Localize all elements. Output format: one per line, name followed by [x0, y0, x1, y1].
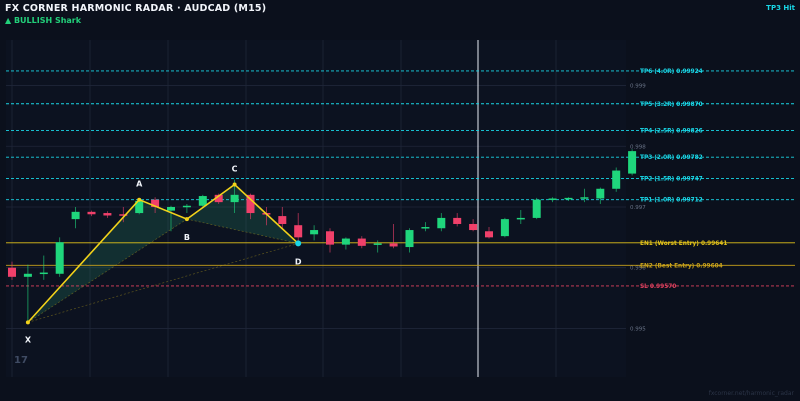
chart-header: FX CORNER HARMONIC RADAR · AUDCAD (M15) … [0, 0, 800, 30]
bar-counter-label: 17 [14, 355, 28, 366]
candle-body [628, 151, 637, 174]
y-tick-label: 0.999 [630, 84, 646, 90]
pattern-point-c [232, 182, 237, 187]
y-tick-label: 0.996 [630, 266, 646, 272]
candle-body [357, 238, 366, 246]
candle-body [405, 230, 414, 248]
candle-body [8, 267, 16, 277]
plot-area [6, 40, 626, 377]
level-label: EN1 (Worst Entry) 0.99641 [640, 241, 727, 247]
candle-body [532, 199, 541, 218]
candle-body [198, 196, 207, 206]
candle-body [596, 188, 605, 199]
candle-body [437, 217, 446, 229]
level-label: TP3 (2.0R) 0.99782 [640, 155, 703, 161]
y-tick-label: 0.995 [630, 326, 646, 332]
y-tick-label: 0.998 [630, 144, 646, 150]
level-label: EN2 (Best Entry) 0.99604 [640, 263, 723, 269]
candle-body [485, 231, 493, 238]
pattern-point-a [137, 197, 142, 202]
candle-body [182, 205, 191, 208]
candle-body [326, 231, 334, 245]
candle-body [580, 197, 589, 199]
pattern-point-x [25, 320, 30, 325]
level-label: TP6 (4.0R) 0.99924 [640, 69, 703, 75]
candle-body [564, 197, 573, 200]
candle-body [39, 272, 48, 275]
pattern-diagonal-bd [186, 218, 299, 244]
candle-body [453, 217, 462, 224]
candle-body [500, 219, 509, 237]
pattern-point-b [184, 217, 189, 222]
candle-body [167, 206, 175, 211]
candle-body [373, 243, 382, 245]
candle-body [23, 273, 32, 277]
candle-body [119, 214, 128, 216]
status-badge: TP3 Hit [766, 4, 795, 12]
candle-body [55, 242, 64, 274]
pattern-label-a: A [136, 180, 143, 189]
candle-body [246, 194, 255, 214]
chart-title: FX CORNER HARMONIC RADAR · AUDCAD (M15) [5, 3, 267, 14]
candle-body [389, 243, 398, 247]
candle-body [341, 238, 350, 245]
candle-body [278, 216, 287, 224]
level-label: TP4 (2.5R) 0.99826 [640, 128, 703, 134]
pattern-label-b: B [184, 233, 190, 242]
level-label: SL 0.99570 [640, 284, 676, 290]
candle-body [214, 194, 223, 203]
pattern-diagonal-xb [27, 218, 188, 323]
level-label: TP1 (1.0R) 0.99712 [640, 198, 703, 204]
candle-body [103, 213, 112, 216]
candle-body [548, 198, 557, 200]
pattern-point-d [295, 240, 302, 247]
candle-body [71, 211, 80, 220]
pattern-label-d: D [295, 257, 302, 266]
candle-body [135, 200, 144, 214]
watermark: fxcorner.net/harmonic_radar [708, 390, 794, 397]
pattern-diagonal-xd [27, 243, 299, 323]
candle-body [151, 199, 160, 207]
candle-body [469, 223, 478, 231]
level-label: TP5 (3.2R) 0.99870 [640, 102, 703, 108]
candle-body [310, 230, 319, 235]
pattern-triangle-xab [27, 199, 187, 323]
candle-body [230, 194, 239, 203]
pattern-label-c: C [232, 165, 238, 174]
candle-body [87, 211, 96, 215]
candle-body [294, 225, 303, 238]
pattern-badge: ▲ BULLISH Shark [5, 16, 82, 25]
level-label: TP2 (1.5R) 0.99747 [640, 176, 703, 182]
candle-body [612, 170, 621, 189]
candle-body [421, 227, 430, 229]
y-tick-label: 0.997 [630, 205, 646, 211]
candle-body [516, 217, 525, 220]
pattern-label-x: X [25, 335, 32, 344]
